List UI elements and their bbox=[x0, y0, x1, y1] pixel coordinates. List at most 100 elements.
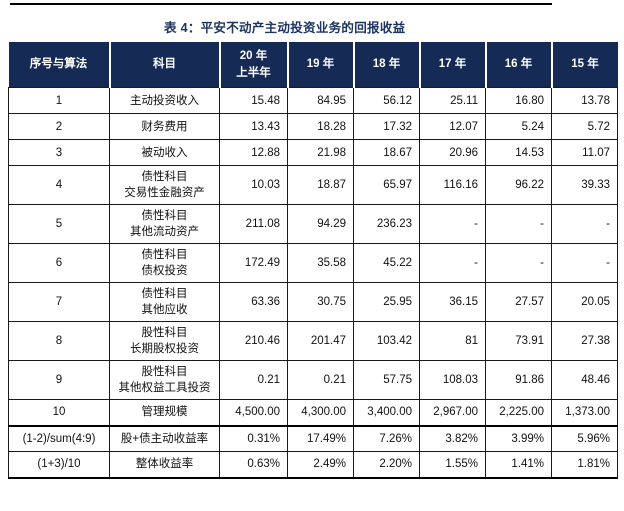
value-cell: - bbox=[419, 243, 486, 283]
row-id-cell: 8 bbox=[8, 321, 110, 361]
header-label-line: 15 年 bbox=[571, 58, 599, 70]
value-cell: 17.49% bbox=[287, 424, 354, 452]
value-cell: 94.29 bbox=[287, 204, 354, 244]
table-title: 表 4：平安不动产主动投资业务的回报收益 bbox=[164, 21, 406, 35]
subject-line: 其他应收 bbox=[141, 304, 188, 316]
row-id-cell: 1 bbox=[8, 87, 110, 114]
value-cell: 10.03 bbox=[219, 165, 288, 205]
value-cell: 4,500.00 bbox=[219, 399, 288, 426]
subject-cell: 主动投资收入 bbox=[109, 87, 220, 114]
value-cell: 36.15 bbox=[419, 282, 486, 322]
subject-cell: 债性科目 其他应收 bbox=[109, 282, 220, 322]
value-cell: 81 bbox=[419, 321, 486, 361]
row-id-cell: 10 bbox=[8, 399, 110, 426]
subject-cell: 股性科目长期股权投资 bbox=[109, 321, 220, 361]
header-label-line: 17 年 bbox=[438, 58, 467, 70]
value-cell: 56.12 bbox=[353, 87, 420, 114]
subject-line: 股+债主动收益率 bbox=[120, 432, 209, 445]
value-cell: 108.03 bbox=[419, 360, 486, 400]
header-label-line: 18 年 bbox=[372, 58, 401, 70]
value-cell: 13.78 bbox=[551, 87, 618, 114]
row-id-cell: 3 bbox=[8, 139, 110, 166]
table-row-5: 5 债性科目 其他流动资产 211.08 94.29 236.23- - - bbox=[8, 204, 618, 244]
value-cell: 3.99% bbox=[485, 424, 552, 452]
subject-cell: 整体收益率 bbox=[109, 451, 220, 479]
value-cell: 13.43 bbox=[219, 113, 288, 140]
table-header-cell-col3: 19 年 bbox=[286, 42, 355, 88]
subject-cell: 财务费用 bbox=[109, 113, 220, 140]
table-row-9: 9 股性科目 其他权益工具投资 0.21 0.21 57.75 108.03 91.86 48.… bbox=[8, 360, 618, 400]
table-body: 1 主动投资收入 15.48 84.95 56.12 25.11 16.80 13.78 2 财务… bbox=[8, 87, 618, 479]
subject-cell: 管理规模 bbox=[109, 399, 220, 426]
value-cell: 201.47 bbox=[287, 321, 354, 361]
subject-line: 股性科目 bbox=[141, 327, 188, 339]
value-cell: 11.07 bbox=[551, 139, 618, 166]
subject-line: 债性科目 bbox=[141, 249, 188, 261]
row-id-cell: (1-2)/sum(4:9) bbox=[8, 424, 110, 452]
table-row-7: 7 债性科目 其他应收 63.36 30.75 25.95 36.15 27.57 20.05 bbox=[8, 282, 618, 322]
value-cell: 2,967.00 bbox=[419, 399, 486, 426]
value-cell: - bbox=[551, 204, 618, 244]
value-cell: 0.21 bbox=[287, 360, 354, 400]
value-cell: 1.81% bbox=[551, 451, 618, 479]
table-row-2: 2 财务费用 13.43 18.28 17.32 12.07 5.24 5.72 bbox=[8, 113, 618, 140]
row-id-cell: (1+3)/10 bbox=[8, 451, 110, 479]
header-label-line: 序号与算法 bbox=[29, 58, 88, 70]
header-label-line: 19 年 bbox=[306, 58, 335, 70]
value-cell: 3.82% bbox=[419, 424, 486, 452]
top-divider bbox=[10, 3, 552, 5]
table-header: 序号与算法 科目 20 年上半年 19 年 18 年 17 年 16 年 15 年 bbox=[8, 42, 618, 88]
subject-line: 股性科目 bbox=[141, 366, 188, 378]
subject-cell: 被动收入 bbox=[109, 139, 220, 166]
table-header-cell-col6: 16 年 bbox=[484, 42, 553, 88]
value-cell: 5.72 bbox=[551, 113, 618, 140]
value-cell: 35.58 bbox=[287, 243, 354, 283]
value-cell: 12.88 bbox=[219, 139, 288, 166]
value-cell: - bbox=[419, 204, 486, 244]
value-cell: 210.46 bbox=[219, 321, 288, 361]
value-cell: 21.98 bbox=[287, 139, 354, 166]
subject-line: 长期股权投资 bbox=[130, 343, 199, 355]
value-cell: 91.86 bbox=[485, 360, 552, 400]
value-cell: 0.31% bbox=[219, 424, 288, 452]
subject-line: 其他流动资产 bbox=[130, 226, 199, 238]
value-cell: 15.48 bbox=[219, 87, 288, 114]
subject-line: 整体收益率 bbox=[135, 458, 194, 471]
subject-line: 其他权益工具投资 bbox=[118, 382, 211, 394]
row-id-cell: 2 bbox=[8, 113, 110, 140]
value-cell: 57.75 bbox=[353, 360, 420, 400]
table-row-8: 8 股性科目 长期股权投资 210.46 201.47 103.42 81 73.91 27.3… bbox=[8, 321, 618, 361]
value-cell: 45.22 bbox=[353, 243, 420, 283]
header-label-line: 科目 bbox=[153, 58, 176, 70]
value-cell: 0.21 bbox=[219, 360, 288, 400]
value-cell: 25.11 bbox=[419, 87, 486, 114]
value-cell: 1.55% bbox=[419, 451, 486, 479]
value-cell: 96.22 bbox=[485, 165, 552, 205]
table-header-row: 序号与算法 科目 20 年上半年 19 年 18 年 17 年 16 年 15 年 bbox=[8, 42, 618, 88]
value-cell: 18.28 bbox=[287, 113, 354, 140]
row-id-cell: 5 bbox=[8, 204, 110, 244]
subject-line: 债性科目 bbox=[141, 288, 188, 300]
value-cell: 3,400.00 bbox=[353, 399, 420, 426]
value-cell: 27.57 bbox=[485, 282, 552, 322]
subject-line: 主动投资收入 bbox=[130, 94, 199, 107]
value-cell: 2.49% bbox=[287, 451, 354, 479]
table-row-6: 6 债性科目 债权投资 172.49 35.58 45.22- - - bbox=[8, 243, 618, 283]
value-cell: 0.63% bbox=[219, 451, 288, 479]
subject-line: 债性科目 bbox=[141, 171, 188, 183]
value-cell: 27.38 bbox=[551, 321, 618, 361]
subject-line: 财务费用 bbox=[141, 120, 188, 133]
value-cell: 236.23 bbox=[353, 204, 420, 244]
subject-cell: 债性科目 债权投资 bbox=[109, 243, 220, 283]
value-cell: 2,225.00 bbox=[485, 399, 552, 426]
subject-line: 管理规模 bbox=[141, 406, 188, 419]
subject-cell: 债性科目 其他流动资产 bbox=[109, 204, 220, 244]
table-header-cell-col1: 科目 bbox=[108, 42, 221, 88]
value-cell: 25.95 bbox=[353, 282, 420, 322]
value-cell: 65.97 bbox=[353, 165, 420, 205]
table-row-10: 10 管理规模 4,500.00 4,300.00 3,400.00 2,967.00 2,… bbox=[8, 399, 618, 426]
table-header-cell-col2: 20 年上半年 bbox=[218, 42, 289, 88]
value-cell: 7.26% bbox=[353, 424, 420, 452]
value-cell: 1,373.00 bbox=[551, 399, 618, 426]
